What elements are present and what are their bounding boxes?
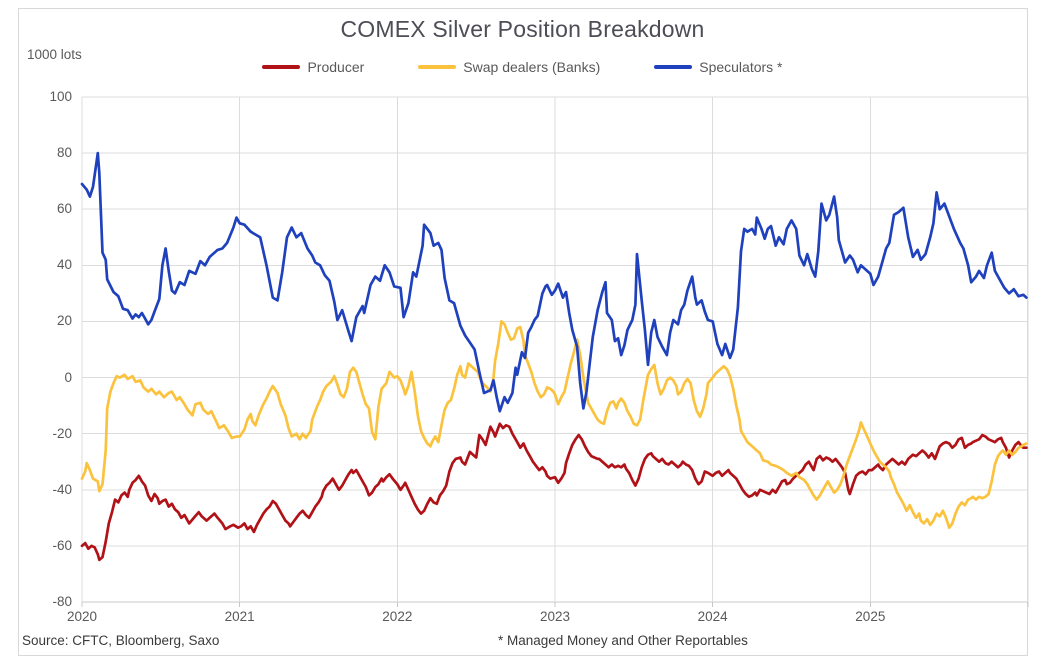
x-tick-label: 2022 [382,609,413,624]
y-tick-label: -80 [52,594,72,609]
x-tick-label: 2025 [855,609,886,624]
x-tick-label: 2020 [66,609,98,624]
speculators-line-swatch-icon [654,65,693,69]
managed-money-footnote: * Managed Money and Other Reportables [498,633,748,648]
series-line-speculators [80,151,1028,413]
y-tick-label: -60 [52,537,72,553]
y-tick-label: 100 [49,89,72,104]
y-tick-label: -40 [52,481,72,497]
y-tick-label: 20 [56,313,72,329]
legend-item-speculators: Speculators * [654,59,783,75]
x-tick-label: 2024 [697,609,728,624]
series-line-swap-dealers-banks [80,320,1028,530]
y-tick-label: 80 [56,145,72,161]
y-tick-label: -20 [52,425,72,441]
y-tick-label: 0 [64,369,72,385]
legend-producer-label: Producer [307,59,365,75]
x-tick-label: 2023 [539,609,571,624]
legend-speculators-label: Speculators * [699,59,783,75]
chart-title: COMEX Silver Position Breakdown [340,16,705,42]
series-line-producer [80,422,1028,562]
source-note: Source: CFTC, Bloomberg, Saxo [22,633,220,648]
y-tick-label: 60 [56,201,72,217]
producer-line-swatch-icon [262,65,301,69]
y-tick-label: 40 [56,257,72,273]
legend: Producer Swap dealers (Banks) Speculator… [18,59,1027,75]
x-tick-label: 2021 [224,609,255,624]
swap-dealers-line-swatch-icon [418,65,457,69]
chart-frame [18,8,1028,656]
legend-item-swap-dealers: Swap dealers (Banks) [418,59,600,75]
y-axis-units-label: 1000 lots [27,47,82,62]
legend-swap-dealers-label: Swap dealers (Banks) [463,59,601,75]
legend-item-producer: Producer [262,59,364,75]
